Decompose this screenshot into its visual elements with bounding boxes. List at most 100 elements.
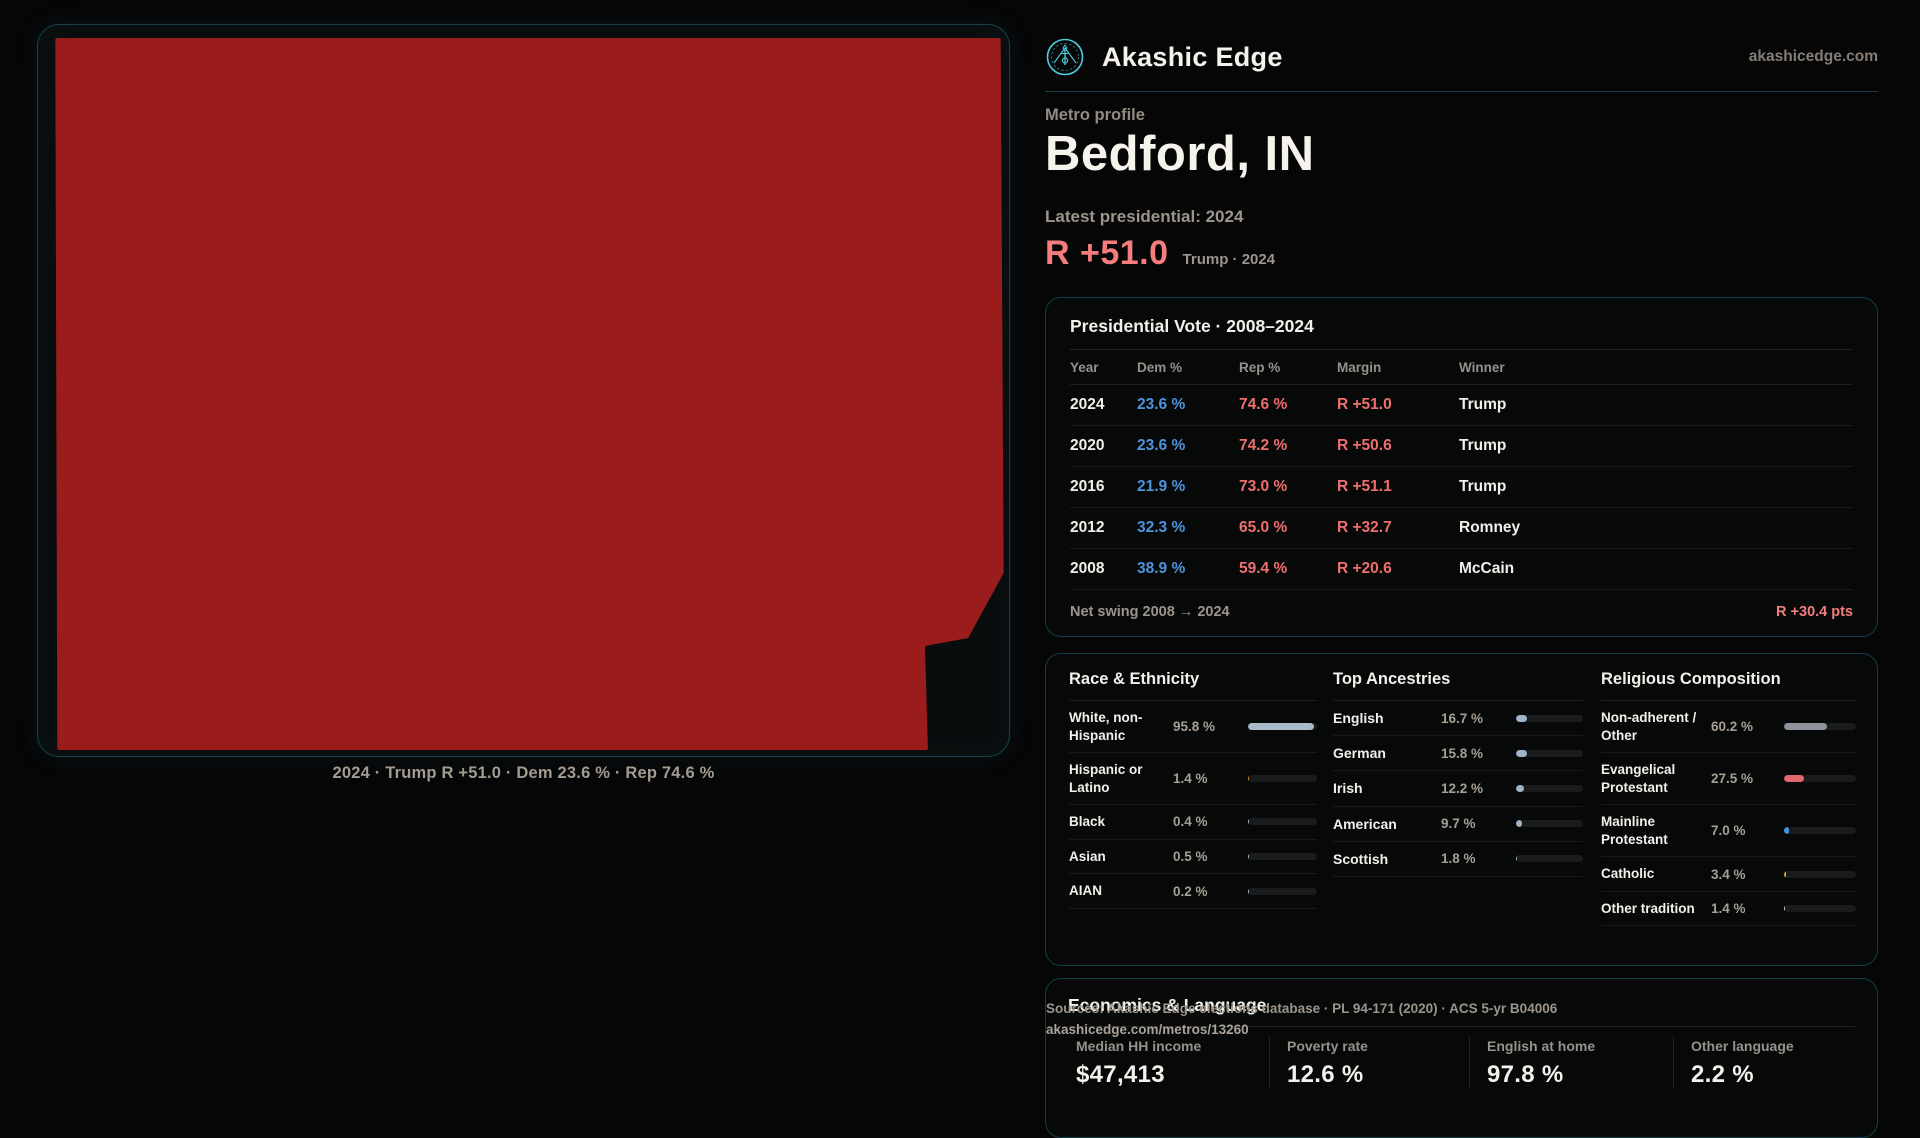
profile-eyebrow: Metro profile — [1045, 106, 1145, 125]
list-item: German 15.8 % — [1333, 736, 1583, 771]
list-item: Mainline Protestant 7.0 % — [1601, 805, 1856, 857]
race-label: White, non-Hispanic — [1069, 709, 1173, 744]
religion-value: 27.5 % — [1711, 771, 1784, 786]
religion-value: 7.0 % — [1711, 823, 1784, 838]
winner-cell: Trump — [1459, 396, 1853, 414]
margin-cell: R +32.7 — [1337, 519, 1459, 537]
list-item: Irish 12.2 % — [1333, 771, 1583, 806]
stat-bar — [1784, 871, 1856, 878]
col-header-year: Year — [1070, 360, 1137, 375]
list-item: English 16.7 % — [1333, 701, 1583, 736]
dem-cell: 23.6 % — [1137, 396, 1239, 414]
rep-cell: 74.2 % — [1239, 437, 1337, 455]
race-value: 0.2 % — [1173, 884, 1248, 899]
stat-bar — [1516, 785, 1583, 792]
stat-bar — [1784, 827, 1856, 834]
stat-label: Poverty rate — [1287, 1038, 1469, 1054]
year-cell: 2024 — [1070, 396, 1137, 414]
dem-cell: 23.6 % — [1137, 437, 1239, 455]
stat-bar-fill — [1784, 775, 1804, 782]
presidential-card-title: Presidential Vote · 2008–2024 — [1070, 316, 1853, 350]
year-cell: 2012 — [1070, 519, 1137, 537]
map-caption: 2024 · Trump R +51.0 · Dem 23.6 % · Rep … — [37, 764, 1010, 783]
religion-value: 60.2 % — [1711, 719, 1784, 734]
stat-bar-fill — [1516, 715, 1527, 722]
stat-median-income: Median HH income $47,413 — [1046, 1036, 1269, 1089]
stat-bar-fill — [1784, 871, 1786, 878]
ancestry-value: 16.7 % — [1441, 711, 1516, 726]
list-item: Evangelical Protestant 27.5 % — [1601, 753, 1856, 805]
stat-bar-fill — [1784, 723, 1827, 730]
list-item: Catholic 3.4 % — [1601, 857, 1856, 892]
rep-cell: 59.4 % — [1239, 560, 1337, 578]
year-cell: 2016 — [1070, 478, 1137, 496]
stat-bar — [1516, 750, 1583, 757]
county-shape — [57, 40, 1001, 748]
stat-bar — [1248, 853, 1317, 860]
metro-map-panel — [37, 24, 1010, 757]
margin-cell: R +50.6 — [1337, 437, 1459, 455]
headline-sub: Trump · 2024 — [1183, 251, 1276, 268]
stat-bar — [1516, 820, 1583, 827]
stat-bar — [1784, 905, 1856, 912]
stat-bar — [1516, 715, 1583, 722]
dem-cell: 32.3 % — [1137, 519, 1239, 537]
net-swing-value: R +30.4 pts — [1776, 604, 1853, 620]
rep-cell: 74.6 % — [1239, 396, 1337, 414]
stat-bar-fill — [1784, 905, 1785, 912]
top-ancestries-section: Top Ancestries English 16.7 % German 15.… — [1333, 670, 1583, 965]
demographics-card: Race & Ethnicity White, non-Hispanic 95.… — [1045, 653, 1878, 966]
rep-cell: 65.0 % — [1239, 519, 1337, 537]
col-header-margin: Margin — [1337, 360, 1459, 375]
ancestry-value: 12.2 % — [1441, 781, 1516, 796]
presidential-table-header: Year Dem % Rep % Margin Winner — [1070, 350, 1853, 385]
race-ethnicity-section: Race & Ethnicity White, non-Hispanic 95.… — [1069, 670, 1317, 965]
col-header-winner: Winner — [1459, 360, 1853, 375]
table-row: 2016 21.9 % 73.0 % R +51.1 Trump — [1070, 467, 1853, 508]
presidential-vote-card: Presidential Vote · 2008–2024 Year Dem %… — [1045, 297, 1878, 637]
sources-line: Sources: Akashic Edge elections database… — [1046, 1001, 1557, 1016]
list-item: Other tradition 1.4 % — [1601, 892, 1856, 927]
religion-label: Mainline Protestant — [1601, 813, 1711, 848]
race-value: 0.4 % — [1173, 814, 1248, 829]
stat-bar — [1784, 775, 1856, 782]
race-title: Race & Ethnicity — [1069, 670, 1317, 701]
stat-bar — [1516, 855, 1583, 862]
stat-bar — [1248, 723, 1317, 730]
net-swing-row: Net swing 2008 → 2024 R +30.4 pts — [1070, 590, 1853, 620]
race-label: Hispanic or Latino — [1069, 761, 1173, 796]
religion-label: Other tradition — [1601, 900, 1711, 918]
religion-label: Catholic — [1601, 865, 1711, 883]
list-item: White, non-Hispanic 95.8 % — [1069, 701, 1317, 753]
stat-bar-fill — [1784, 827, 1789, 834]
stat-value: $47,413 — [1076, 1061, 1269, 1089]
race-label: Asian — [1069, 848, 1173, 866]
stat-bar — [1248, 775, 1317, 782]
latest-presidential-label: Latest presidential: 2024 — [1045, 207, 1243, 227]
dem-cell: 38.9 % — [1137, 560, 1239, 578]
stat-bar — [1248, 818, 1317, 825]
race-value: 95.8 % — [1173, 719, 1248, 734]
header-divider — [1045, 91, 1878, 92]
winner-cell: Romney — [1459, 519, 1853, 537]
year-cell: 2008 — [1070, 560, 1137, 578]
religious-composition-section: Religious Composition Non-adherent / Oth… — [1601, 670, 1856, 965]
stat-bar-fill — [1248, 775, 1249, 782]
sources-footer: Sources: Akashic Edge elections database… — [1046, 1001, 1557, 1037]
net-swing-label: Net swing 2008 → 2024 — [1070, 604, 1230, 620]
race-label: Black — [1069, 813, 1173, 831]
brand-name: Akashic Edge — [1102, 42, 1283, 73]
margin-cell: R +51.0 — [1337, 396, 1459, 414]
ancestry-label: German — [1333, 744, 1441, 762]
ancestry-label: English — [1333, 709, 1441, 727]
list-item: Hispanic or Latino 1.4 % — [1069, 753, 1317, 805]
ancestry-label: Scottish — [1333, 850, 1441, 868]
stat-label: Median HH income — [1076, 1038, 1269, 1054]
ancestry-label: American — [1333, 815, 1441, 833]
brand-url-link[interactable]: akashicedge.com — [1749, 48, 1878, 66]
ancestries-title: Top Ancestries — [1333, 670, 1583, 701]
table-row: 2008 38.9 % 59.4 % R +20.6 McCain — [1070, 549, 1853, 590]
akashic-edge-logo-icon[interactable] — [1045, 37, 1085, 77]
stat-bar-fill — [1516, 785, 1524, 792]
stat-value: 97.8 % — [1487, 1061, 1673, 1089]
